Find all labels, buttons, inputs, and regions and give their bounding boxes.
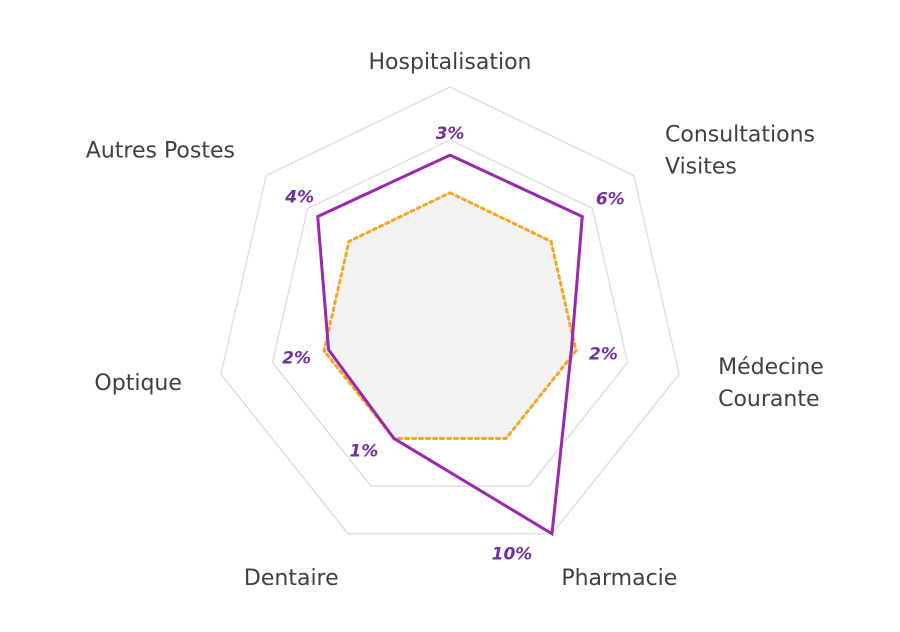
- data-label-consultations-visites: 6%: [596, 190, 625, 210]
- series-solid-line: [316, 153, 584, 537]
- data-label-autres-postes: 4%: [284, 188, 314, 208]
- data-label-dentaire: 1%: [349, 441, 378, 461]
- radar-series: [316, 153, 584, 537]
- data-label-hospitalisation: 3%: [436, 124, 465, 144]
- grid-ring-2: [271, 139, 629, 487]
- data-labels: 3% 6% 2% 10% 1% 2% 4%: [282, 124, 625, 565]
- data-label-optique: 2%: [282, 349, 311, 369]
- category-label-consultations-visites: Consultations Visites: [665, 123, 815, 180]
- category-label-m-decine-courante: Médecine Courante: [718, 355, 824, 412]
- category-label-dentaire: Dentaire: [244, 566, 339, 591]
- data-label-pharmacie: 10%: [492, 545, 533, 565]
- series-dotted-area: [322, 191, 578, 440]
- grid-ring-3: [220, 86, 680, 535]
- category-label-autres-postes: Autres Postes: [86, 139, 235, 164]
- data-label-m-decine-courante: 2%: [589, 345, 618, 365]
- category-label-optique: Optique: [94, 371, 181, 396]
- category-label-hospitalisation: Hospitalisation: [369, 50, 532, 75]
- category-labels: Hospitalisation Consultations Visites Médec…: [86, 50, 824, 591]
- category-label-pharmacie: Pharmacie: [561, 566, 677, 591]
